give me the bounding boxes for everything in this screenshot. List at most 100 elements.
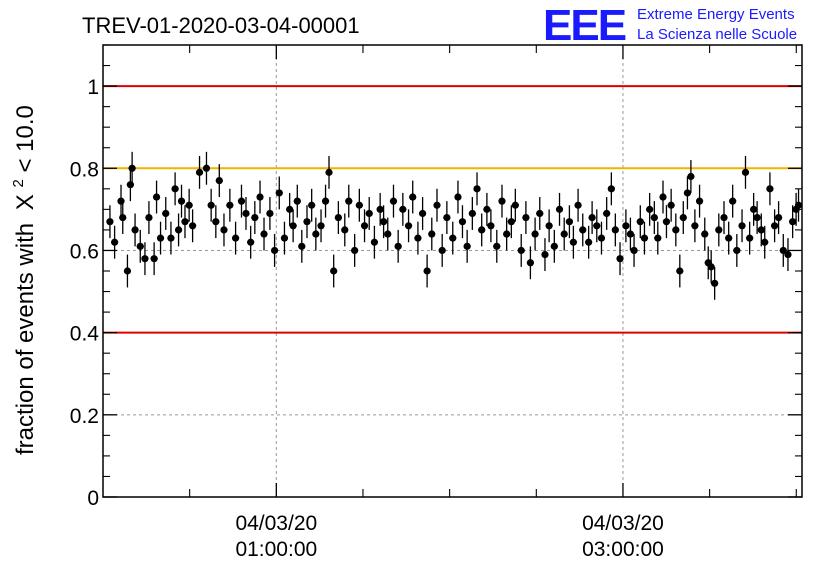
- data-point: [701, 230, 709, 238]
- data-point: [493, 242, 501, 250]
- data-point: [449, 234, 457, 242]
- data-point: [409, 193, 417, 201]
- data-point: [630, 246, 638, 255]
- data-point: [141, 255, 149, 263]
- data-point: [640, 234, 649, 242]
- data-point: [215, 177, 223, 185]
- data-point: [185, 201, 193, 209]
- data-point: [341, 226, 349, 234]
- y-tick-label: 0.8: [70, 158, 99, 181]
- data-point: [507, 218, 515, 226]
- data-point: [171, 185, 179, 193]
- data-point: [212, 218, 220, 226]
- x-tick-label-date: 04/03/20: [235, 512, 317, 535]
- data-point: [478, 226, 486, 234]
- data-point: [720, 213, 728, 222]
- y-tick-label: 0.6: [70, 240, 99, 263]
- data-point: [280, 234, 289, 242]
- data-point: [753, 213, 761, 222]
- data-point: [531, 230, 539, 238]
- data-point: [588, 213, 596, 222]
- data-point: [498, 197, 506, 205]
- data-point: [622, 222, 630, 230]
- data-point: [266, 209, 274, 218]
- data-point: [750, 205, 758, 213]
- data-point: [181, 218, 189, 226]
- data-point: [242, 209, 250, 218]
- data-point: [136, 242, 144, 250]
- data-point: [738, 222, 746, 230]
- data-point: [761, 238, 769, 246]
- y-axis-label-superscript: 2: [10, 179, 27, 187]
- data-point: [757, 226, 765, 234]
- data-point: [766, 185, 774, 193]
- plot-frame: [102, 44, 803, 498]
- data-point: [707, 263, 715, 271]
- data-point: [789, 218, 797, 226]
- data-point: [536, 209, 544, 218]
- x-tick-label-date: 04/03/20: [582, 512, 664, 535]
- x-tick-label-time: 01:00:00: [235, 538, 317, 561]
- data-point: [117, 197, 125, 205]
- data-point: [345, 197, 353, 205]
- data-point: [226, 201, 234, 209]
- data-point: [414, 234, 422, 242]
- data-point: [468, 209, 476, 218]
- y-tick-label: 0: [87, 487, 99, 510]
- data-point: [555, 205, 564, 213]
- svg-text:fraction of events with: fraction of events with X 2 < 10.0: [2, 105, 39, 455]
- data-point: [654, 234, 662, 242]
- data-point: [636, 218, 644, 226]
- data-point: [579, 226, 587, 234]
- data-point: [565, 218, 574, 226]
- logo-line-1: Extreme Energy Events: [637, 6, 795, 23]
- data-point: [672, 226, 680, 234]
- data-point: [683, 189, 692, 197]
- data-point: [298, 242, 306, 250]
- data-point: [355, 201, 363, 209]
- tick-labels: 0 0.2 0.4 0.6 0.8 1 04/03/20 01:00:00 04/03/20 03…: [70, 76, 664, 561]
- data-point: [419, 209, 427, 218]
- data-point: [691, 222, 699, 230]
- data-point: [473, 185, 481, 193]
- data-point: [162, 209, 170, 218]
- data-point: [695, 197, 704, 205]
- data-point: [111, 238, 119, 246]
- data-point: [733, 246, 741, 255]
- data-point: [569, 238, 577, 246]
- data-point: [560, 230, 568, 238]
- data-point: [517, 246, 525, 255]
- data-point: [585, 238, 593, 246]
- data-point: [650, 213, 658, 222]
- data-point: [380, 218, 388, 226]
- data-point: [237, 197, 246, 205]
- y-axis-label-text: fraction of events with: [12, 223, 39, 455]
- data-point: [458, 218, 467, 226]
- data-point: [463, 242, 471, 250]
- data-point: [376, 205, 384, 213]
- data-point: [351, 246, 359, 255]
- data-point: [308, 201, 316, 209]
- data-point: [289, 222, 297, 230]
- data-point: [574, 201, 582, 209]
- data-point: [454, 193, 462, 201]
- data-point: [126, 181, 134, 189]
- data-point: [207, 201, 215, 209]
- data-point: [616, 255, 624, 263]
- data-point: [779, 246, 787, 255]
- data-point: [399, 205, 407, 213]
- data-point: [220, 226, 228, 234]
- x-tick-label-time: 03:00:00: [582, 538, 664, 561]
- data-point: [687, 172, 695, 181]
- data-point: [662, 218, 671, 226]
- data-point: [150, 255, 158, 263]
- data-point: [325, 168, 333, 176]
- data-point: [384, 230, 392, 238]
- data-point: [293, 197, 301, 205]
- data-point: [487, 222, 495, 230]
- data-point: [156, 234, 165, 242]
- data-point: [775, 213, 783, 222]
- data-point: [550, 242, 558, 250]
- data-point: [423, 267, 431, 275]
